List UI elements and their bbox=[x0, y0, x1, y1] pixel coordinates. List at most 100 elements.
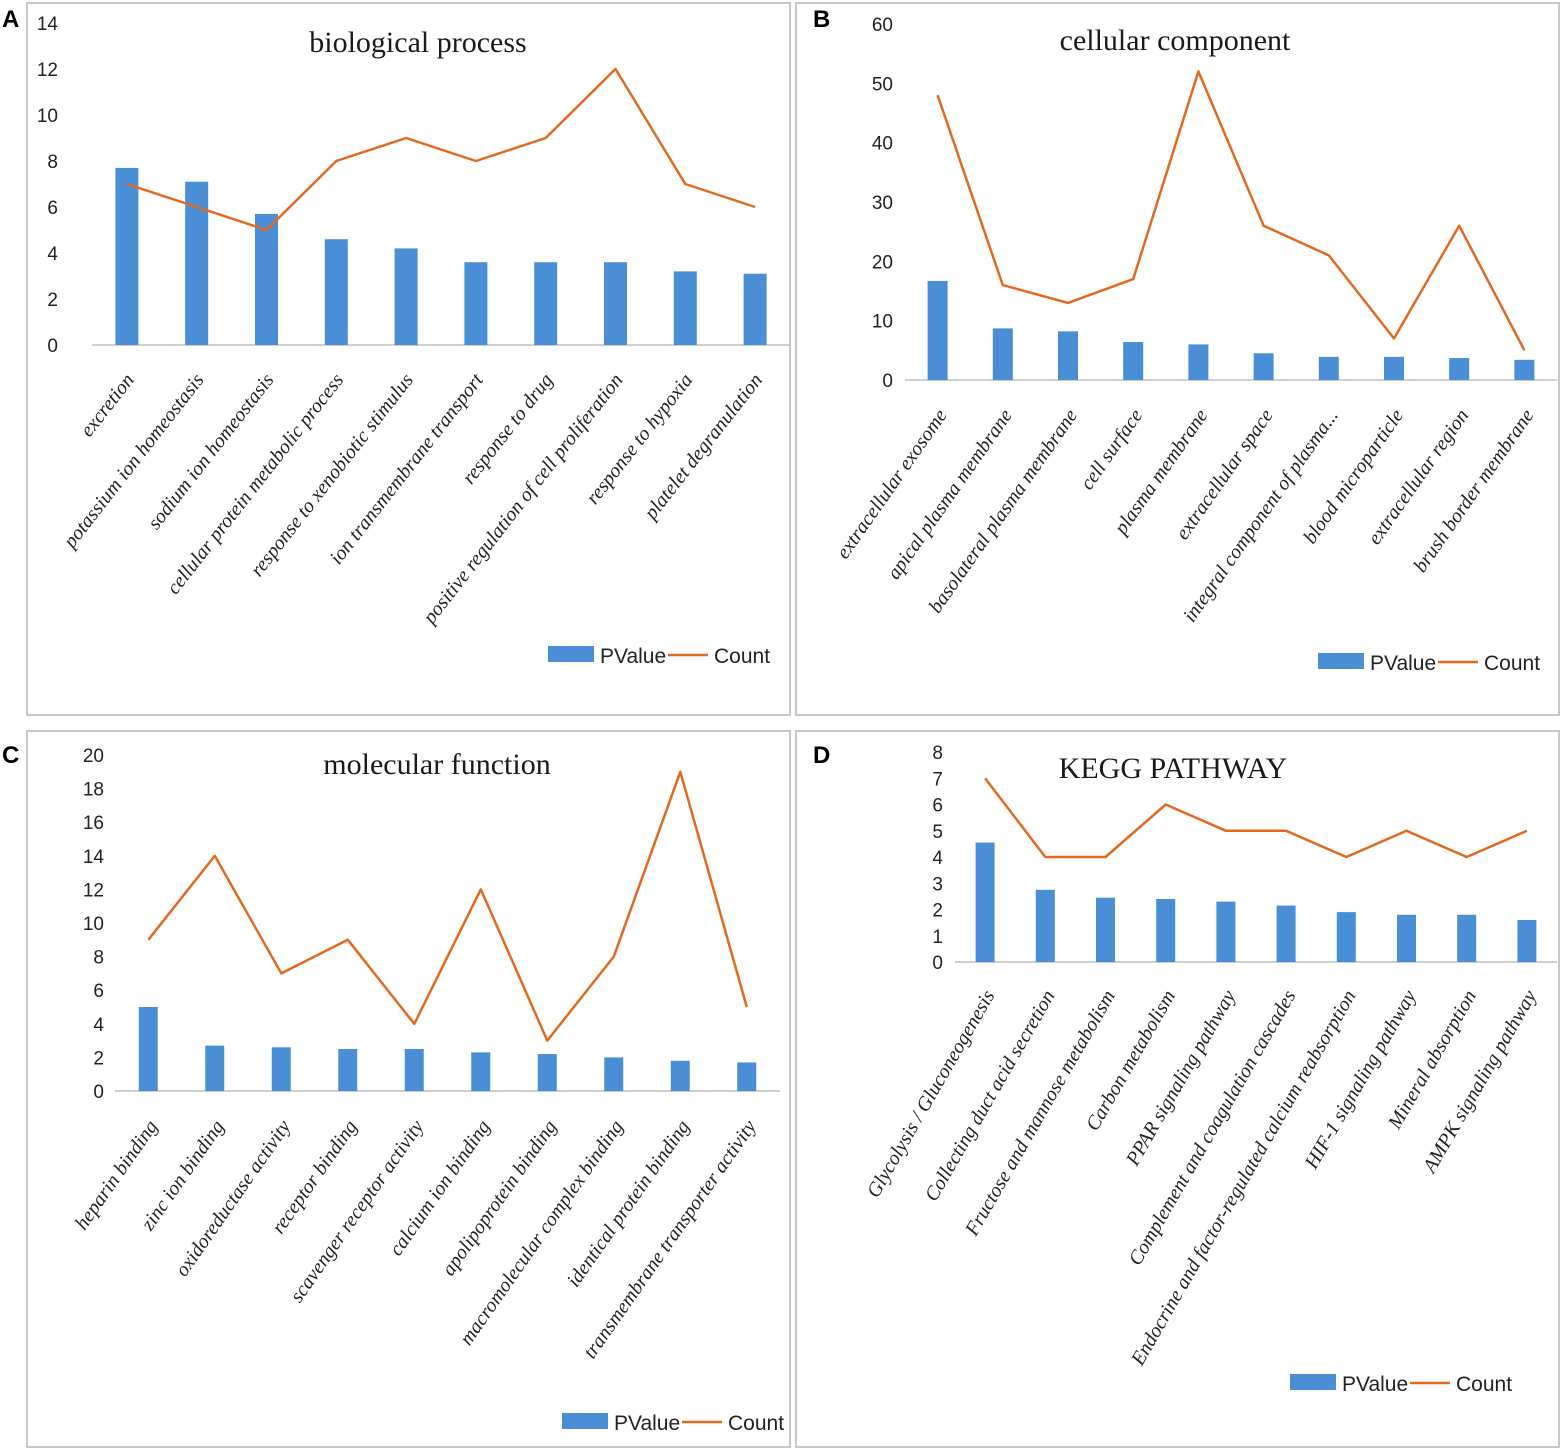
y-tick-label: 16 bbox=[83, 813, 104, 834]
bar-pvalue bbox=[1397, 914, 1416, 962]
bar-pvalue bbox=[670, 1060, 690, 1091]
panel-letter-d: D bbox=[813, 742, 831, 769]
y-tick-label: 50 bbox=[872, 74, 893, 95]
bar-pvalue bbox=[404, 1049, 424, 1091]
legend: PValue Count bbox=[562, 1412, 784, 1435]
line-count bbox=[126, 67, 756, 232]
bar-pvalue bbox=[271, 1047, 291, 1091]
panel-a-frame bbox=[26, 2, 791, 716]
legend-count-label: Count bbox=[728, 1412, 784, 1435]
bar-pvalue bbox=[1253, 353, 1274, 380]
y-tick-label: 0 bbox=[47, 336, 58, 357]
bar-pvalue bbox=[737, 1062, 757, 1091]
y-tick-label: 1 bbox=[932, 927, 943, 948]
bar-pvalue bbox=[1188, 344, 1209, 380]
bar-pvalue bbox=[338, 1049, 358, 1091]
y-tick-label: 4 bbox=[93, 1015, 104, 1036]
category-label: PPAR signaling pathway bbox=[1121, 986, 1240, 1170]
bar-pvalue bbox=[1449, 358, 1470, 380]
chart-a: biological process 0 2 4 6 8 10 12 14 excretionpo… bbox=[37, 14, 790, 668]
legend-pvalue-swatch bbox=[562, 1413, 608, 1429]
y-tick-label: 10 bbox=[37, 106, 58, 127]
category-label: excretion bbox=[76, 370, 139, 442]
bar-pvalue bbox=[1276, 905, 1296, 962]
bar-pvalue bbox=[1156, 899, 1176, 962]
bar-pvalue bbox=[1123, 342, 1144, 380]
bar-pvalue bbox=[673, 271, 697, 345]
bar-pvalue bbox=[604, 262, 627, 345]
bar-pvalue bbox=[324, 239, 348, 345]
bar-pvalue bbox=[115, 167, 139, 345]
category-label: oxidoreductase activity bbox=[171, 1116, 295, 1281]
bar-pvalue bbox=[992, 328, 1013, 380]
bar-pvalue bbox=[471, 1052, 491, 1091]
y-tick-label: 4 bbox=[47, 244, 58, 265]
y-tick-label: 3 bbox=[932, 874, 943, 895]
y-tick-label: 0 bbox=[93, 1082, 104, 1103]
panel-letter-b: B bbox=[813, 6, 831, 33]
bar-pvalue bbox=[534, 262, 558, 345]
category-label: sodium ion homeostasis bbox=[143, 369, 278, 533]
legend: PValue Count bbox=[1290, 1373, 1512, 1396]
y-tick-label: 8 bbox=[93, 948, 104, 969]
y-tick-label: 2 bbox=[932, 901, 943, 922]
bar-pvalue bbox=[1318, 356, 1339, 380]
legend-pvalue-label: PValue bbox=[600, 645, 666, 668]
y-tick-label: 0 bbox=[882, 371, 893, 392]
bar-pvalue bbox=[1457, 914, 1477, 962]
y-tick-label: 20 bbox=[872, 252, 893, 273]
bar-pvalue bbox=[537, 1054, 557, 1091]
category-label: cell surface bbox=[1076, 405, 1147, 494]
category-label: potassium ion homeostasis bbox=[58, 369, 209, 553]
y-tick-label: 12 bbox=[83, 880, 104, 901]
y-tick-label: 4 bbox=[932, 848, 943, 869]
panel-letter-c: C bbox=[2, 742, 20, 769]
bar-pvalue bbox=[205, 1045, 225, 1091]
y-tick-label: 14 bbox=[37, 14, 59, 35]
y-tick-label: 14 bbox=[83, 847, 105, 868]
line-count bbox=[936, 70, 1526, 351]
legend-pvalue-label: PValue bbox=[1370, 652, 1436, 675]
chart-b: cellular component 0 10 20 30 40 50 60 extracell… bbox=[832, 15, 1557, 675]
panel-d-frame bbox=[795, 730, 1560, 1448]
category-label: apical plasma membrane bbox=[883, 405, 1017, 583]
panel-b-frame bbox=[795, 2, 1560, 716]
y-tick-label: 10 bbox=[83, 914, 104, 935]
bar-pvalue bbox=[394, 248, 418, 345]
bar-pvalue bbox=[1384, 356, 1404, 380]
category-label: platelet degranulation bbox=[639, 370, 767, 526]
bar-pvalue bbox=[185, 181, 209, 345]
bar-pvalue bbox=[255, 213, 278, 345]
y-tick-label: 2 bbox=[47, 290, 58, 311]
bar-pvalue bbox=[975, 842, 995, 962]
category-label: extracellular exosome bbox=[832, 405, 952, 563]
y-tick-label: 8 bbox=[932, 743, 943, 764]
bar-pvalue bbox=[1517, 920, 1537, 962]
y-tick-label: 12 bbox=[37, 60, 58, 81]
category-label: scavenger receptor activity bbox=[286, 1116, 429, 1306]
bar-pvalue bbox=[927, 280, 948, 380]
legend-count-label: Count bbox=[1456, 1373, 1512, 1396]
legend-pvalue-label: PValue bbox=[1342, 1373, 1408, 1396]
chart-title: molecular function bbox=[323, 748, 550, 781]
y-tick-label: 6 bbox=[932, 796, 943, 817]
bar-pvalue bbox=[604, 1057, 624, 1091]
chart-title: cellular component bbox=[1060, 24, 1291, 57]
chart-title: biological process bbox=[309, 26, 526, 59]
legend: PValue Count bbox=[1318, 652, 1540, 675]
legend-count-label: Count bbox=[1484, 652, 1540, 675]
chart-c: molecular function02468101214161820hepar… bbox=[71, 746, 784, 1435]
bar-pvalue bbox=[1216, 901, 1236, 962]
category-label: brush border membrane bbox=[1409, 405, 1538, 576]
bar-pvalue bbox=[1035, 889, 1055, 962]
y-tick-label: 60 bbox=[872, 15, 893, 36]
y-tick-label: 8 bbox=[47, 152, 58, 173]
bar-pvalue bbox=[464, 262, 488, 345]
legend-pvalue-swatch bbox=[548, 646, 594, 662]
legend-count-label: Count bbox=[714, 645, 770, 668]
y-tick-label: 30 bbox=[872, 193, 893, 214]
legend: PValue Count bbox=[548, 645, 770, 668]
bar-pvalue bbox=[1096, 897, 1115, 962]
category-label: AMPK signaling pathway bbox=[1418, 986, 1541, 1178]
